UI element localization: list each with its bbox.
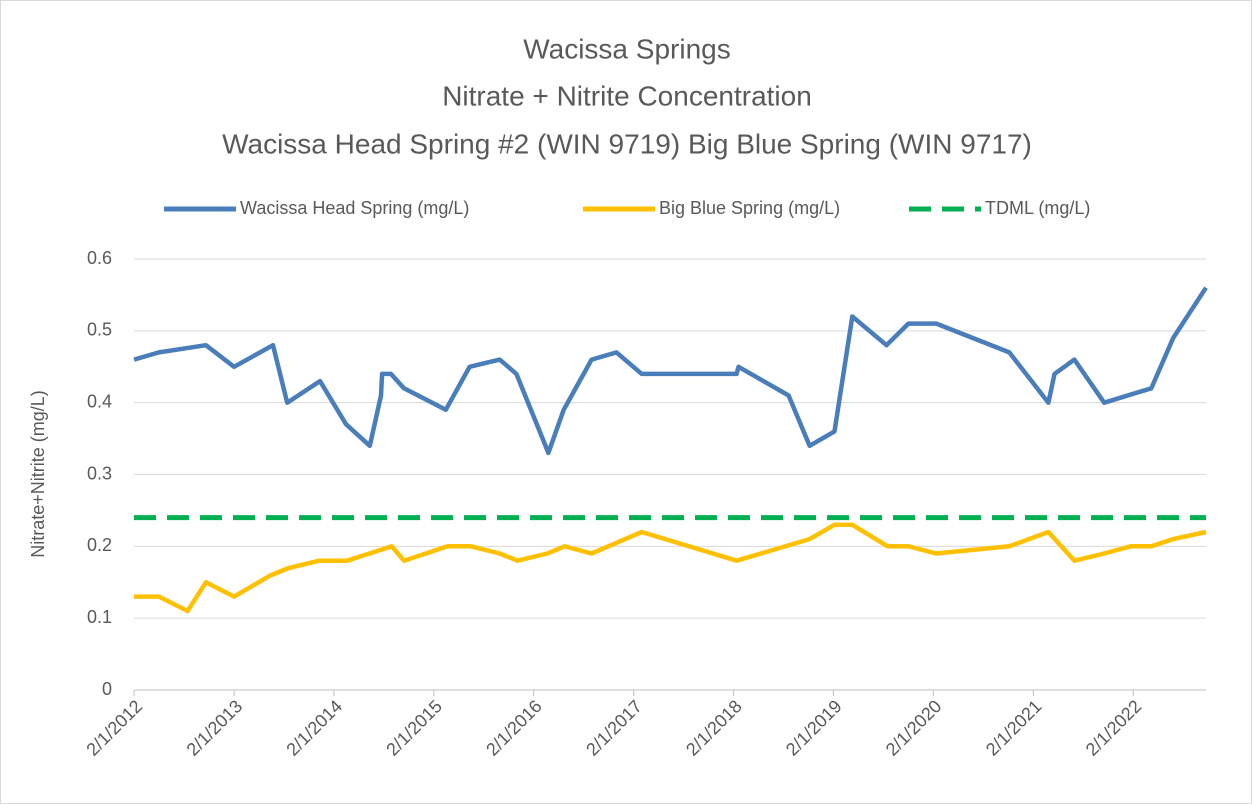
y-tick-label: 0.1 [87, 607, 112, 627]
x-tick-label: 2/1/2022 [1082, 696, 1146, 760]
x-tick-label: 2/1/2020 [882, 696, 946, 760]
x-tick-label: 2/1/2016 [482, 696, 546, 760]
chart-title: Wacissa Head Spring #2 (WIN 9719) Big Bl… [222, 128, 1032, 159]
chart-title: Wacissa Springs [523, 33, 730, 64]
y-tick-label: 0 [102, 679, 112, 699]
x-tick-label: 2/1/2012 [82, 696, 146, 760]
x-tick-label: 2/1/2019 [782, 696, 846, 760]
x-tick-label: 2/1/2017 [582, 696, 646, 760]
legend-label: Big Blue Spring (mg/L) [659, 198, 840, 218]
y-tick-label: 0.5 [87, 320, 112, 340]
y-tick-label: 0.3 [87, 463, 112, 483]
x-tick-label: 2/1/2014 [282, 696, 346, 760]
y-tick-label: 0.2 [87, 535, 112, 555]
series-line [134, 522, 1207, 614]
chart-title: Nitrate + Nitrite Concentration [442, 80, 812, 111]
legend-label: Wacissa Head Spring (mg/L) [240, 198, 469, 218]
series-line [133, 286, 1208, 456]
y-tick-label: 0.4 [87, 391, 112, 411]
x-tick-label: 2/1/2015 [382, 696, 446, 760]
x-tick-label: 2/1/2018 [682, 696, 746, 760]
y-axis-label: Nitrate+Nitrite (mg/L) [28, 390, 48, 558]
x-tick-label: 2/1/2013 [183, 696, 247, 760]
x-tick-label: 2/1/2021 [982, 696, 1046, 760]
y-tick-label: 0.6 [87, 248, 112, 268]
legend-label: TDML (mg/L) [985, 198, 1090, 218]
